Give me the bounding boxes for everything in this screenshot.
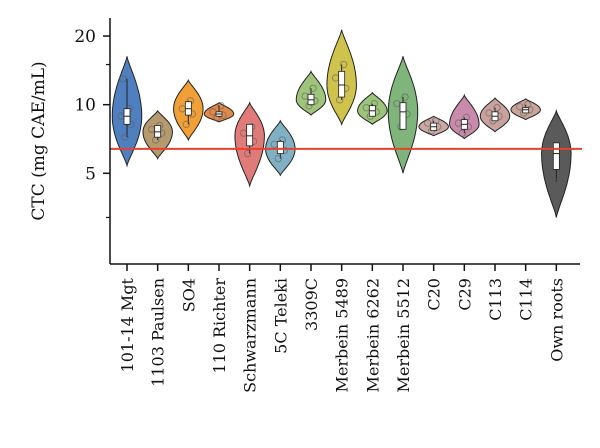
x-category-label: Merbein 5489 bbox=[333, 278, 352, 392]
x-category-label: Own roots bbox=[547, 278, 566, 362]
violin-point bbox=[243, 149, 252, 158]
violin-iqr-box bbox=[522, 107, 530, 114]
x-category-label: C29 bbox=[455, 278, 474, 311]
violin-point bbox=[119, 74, 127, 83]
violin-point bbox=[121, 133, 129, 141]
x-category-label: Merbein 5512 bbox=[394, 278, 413, 392]
x-category-label: 1103 Paulsen bbox=[149, 278, 168, 387]
violin-iqr-box bbox=[246, 123, 254, 147]
x-category-label: 101-14 Mgt bbox=[118, 277, 137, 372]
y-axis-title: CTC (mg CAE/mL) bbox=[29, 61, 49, 220]
violin-3 bbox=[203, 101, 235, 123]
x-category-label: 5C Teleki bbox=[271, 278, 290, 354]
violin-14 bbox=[541, 109, 572, 218]
violin-point bbox=[274, 154, 283, 163]
violin-13 bbox=[510, 98, 541, 121]
violin-0 bbox=[111, 56, 143, 168]
x-category-label: 110 Richter bbox=[210, 278, 229, 374]
violin-iqr-box bbox=[399, 102, 407, 130]
y-tick-label: 10 bbox=[74, 96, 96, 116]
violin-iqr-box bbox=[276, 141, 284, 155]
x-category-label: C113 bbox=[486, 278, 505, 321]
y-tick-label: 20 bbox=[74, 27, 96, 47]
x-category-label: C114 bbox=[517, 278, 536, 321]
violin-1 bbox=[142, 109, 173, 160]
violin-4 bbox=[234, 101, 265, 188]
x-category-label: Merbein 6262 bbox=[363, 278, 382, 392]
violin-point bbox=[217, 101, 225, 110]
y-ticks: 5 10 20 bbox=[74, 27, 110, 219]
violin-9 bbox=[387, 56, 419, 174]
violin-point bbox=[401, 93, 409, 101]
x-category-label: Schwarzmann bbox=[241, 278, 260, 393]
violin-point bbox=[458, 129, 467, 137]
violin-point bbox=[182, 120, 191, 129]
violin-2 bbox=[173, 78, 204, 142]
violin-8 bbox=[357, 91, 388, 125]
violin-point bbox=[493, 103, 501, 112]
violin-10 bbox=[418, 115, 449, 137]
y-tick-label: 5 bbox=[85, 164, 96, 184]
x-ticks: 101-14 Mgt 1103 Paulsen SO4 110 Richter Schw… bbox=[118, 264, 566, 393]
x-category-label: C20 bbox=[425, 278, 444, 311]
violin-point bbox=[515, 102, 524, 111]
violin-point bbox=[550, 177, 559, 186]
violin-point bbox=[339, 60, 348, 69]
violin-11 bbox=[449, 93, 480, 140]
violin-iqr-box bbox=[552, 142, 560, 170]
violins-layer bbox=[111, 29, 572, 218]
x-category-label: 3309C bbox=[302, 278, 321, 331]
violin-iqr-box bbox=[338, 70, 346, 98]
x-category-label: SO4 bbox=[179, 278, 198, 312]
violin-7 bbox=[326, 29, 357, 126]
violin-point bbox=[309, 84, 317, 92]
violin-6 bbox=[295, 70, 327, 116]
violin-12 bbox=[479, 97, 511, 133]
